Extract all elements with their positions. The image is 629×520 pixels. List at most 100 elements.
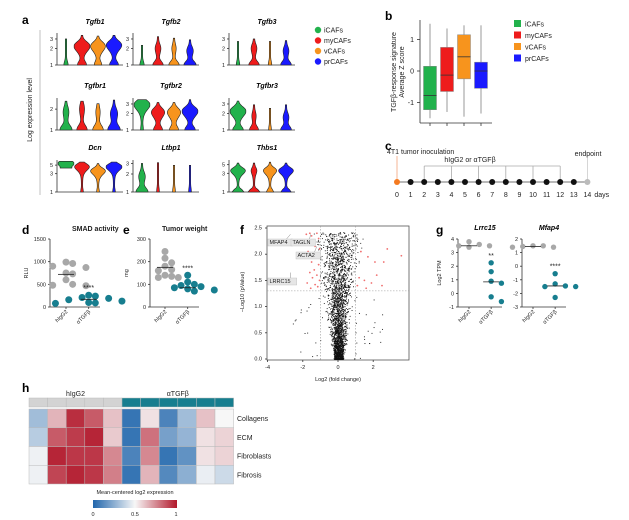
gene-point <box>340 260 342 262</box>
gene-point <box>329 252 331 254</box>
treatment-point <box>170 284 178 292</box>
significance-stars: **** <box>182 265 193 272</box>
row-label: Fibroblasts <box>237 454 272 461</box>
gene-point <box>339 356 341 358</box>
gene-point <box>339 308 341 310</box>
gene-point <box>343 244 345 246</box>
significant-point <box>358 276 361 279</box>
gene-point <box>332 337 334 339</box>
gene-point <box>335 279 337 281</box>
gene-point <box>347 238 349 240</box>
gene-point <box>333 266 335 268</box>
gene-point <box>340 339 342 341</box>
gene-point <box>339 337 341 339</box>
heatmap-cell <box>84 427 104 447</box>
gene-point <box>339 335 341 337</box>
gene-point <box>344 349 346 351</box>
y-tick-label: 1.5 <box>254 278 262 284</box>
gene-point <box>337 327 339 329</box>
gene-point <box>313 233 315 235</box>
gene-point <box>334 338 336 340</box>
gene-point <box>321 255 323 257</box>
gene-point <box>334 275 335 277</box>
gene-point <box>334 264 336 266</box>
gene-point <box>339 346 341 348</box>
gene-point <box>334 289 336 291</box>
gene-point <box>330 260 332 262</box>
x-tick-label: αTGFβ <box>76 309 93 326</box>
violin-iCAFs <box>230 162 246 193</box>
gene-point <box>327 301 328 303</box>
gene-point <box>339 336 341 338</box>
gene-point <box>333 314 334 316</box>
gene-point <box>346 340 348 342</box>
gene-point <box>323 277 324 278</box>
gene-point <box>331 303 333 305</box>
gene-point <box>338 327 340 329</box>
gene-point <box>341 345 343 347</box>
gene-point <box>340 338 342 340</box>
gene-point <box>340 326 342 328</box>
gene-point <box>348 290 350 292</box>
gene-point <box>333 248 335 250</box>
gene-point <box>341 319 343 321</box>
gene-point <box>326 247 328 249</box>
gene-point <box>334 328 336 330</box>
gene-point <box>345 246 347 248</box>
gene-point <box>344 283 346 285</box>
gene-point <box>332 310 334 311</box>
gene-point <box>348 249 349 251</box>
gene-point <box>347 309 348 311</box>
gene-point <box>335 333 337 334</box>
heatmap-cell <box>196 446 216 466</box>
gene-point <box>333 335 335 337</box>
gene-point <box>335 301 336 303</box>
significant-point <box>315 274 318 277</box>
gene-point <box>336 347 338 349</box>
gene-point <box>329 275 331 277</box>
gene-point <box>334 329 336 331</box>
gene-point <box>345 247 347 249</box>
gene-point <box>335 253 337 255</box>
gene-point <box>346 295 348 297</box>
gene-point <box>328 288 330 290</box>
gene-point <box>343 315 345 317</box>
gene-point <box>334 327 336 329</box>
gene-point <box>347 269 349 271</box>
gene-point <box>334 358 336 360</box>
gene-point <box>334 358 336 359</box>
x-label: Log2 (fold change) <box>315 377 361 383</box>
gene-point <box>339 358 341 360</box>
y-tick-label: 1 <box>50 128 53 134</box>
gene-point <box>343 329 345 331</box>
gene-point <box>340 282 342 284</box>
gene-point <box>334 257 335 259</box>
y-tick-label: 4 <box>451 237 454 243</box>
gene-point <box>335 344 337 346</box>
gene-point <box>329 266 331 268</box>
gene-point <box>336 297 338 299</box>
gene-point <box>343 264 345 266</box>
gene-point <box>333 312 335 314</box>
gene-point <box>332 239 334 241</box>
gene-label: TAGLN <box>293 240 311 246</box>
gene-point <box>331 298 333 300</box>
gene-point <box>355 248 357 250</box>
gene-point <box>337 349 339 351</box>
gene-point <box>335 321 337 323</box>
treatment-point <box>118 297 126 305</box>
gene-point <box>332 235 334 237</box>
gene-point <box>336 348 338 350</box>
gene-point <box>340 302 342 304</box>
gene-point <box>335 327 336 329</box>
gene-point <box>332 315 334 317</box>
violin-myCAFs <box>156 162 160 193</box>
gene-point <box>327 246 329 248</box>
gene-point <box>351 243 353 245</box>
gene-point <box>324 284 326 286</box>
gene-point <box>340 295 342 297</box>
gene-point <box>335 285 337 286</box>
gene-point <box>339 344 341 346</box>
gene-point <box>332 308 334 310</box>
gene-point <box>294 320 296 322</box>
